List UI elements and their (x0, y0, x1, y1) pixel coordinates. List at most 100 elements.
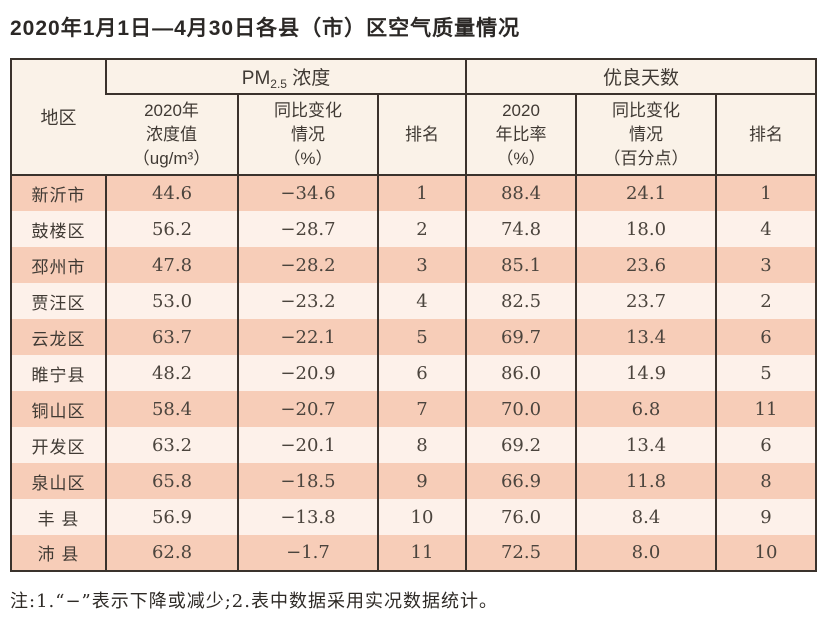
pm-label: PM (241, 67, 271, 89)
pm-value-cell: 63.2 (105, 427, 238, 463)
pm-rank-cell: 8 (377, 427, 466, 463)
column-header-pm-value: 2020年 浓度值 （ug/m³） (106, 94, 238, 176)
table-row: 沛 县 62.8 −1.7 11 72.5 8.0 10 (11, 535, 817, 571)
pm-rank-cell: 5 (377, 319, 466, 355)
region-cell: 沛 县 (37, 545, 80, 564)
pm-subscript: 2.5 (270, 76, 287, 91)
pm-value-cell: 47.8 (105, 247, 238, 283)
good-change-cell: 8.0 (575, 535, 716, 571)
pm-change-cell: −20.7 (237, 391, 378, 427)
good-ratio-cell: 85.1 (465, 247, 576, 283)
pm-change-cell: −22.1 (237, 319, 378, 355)
region-cell: 铜山区 (31, 401, 86, 421)
pm-rank-cell: 6 (377, 355, 466, 391)
column-header-good-ratio: 2020 年比率 （%） (465, 94, 576, 176)
good-rank-cell: 8 (714, 463, 817, 499)
pm-value-cell: 63.7 (105, 319, 238, 355)
pm-rank-cell: 7 (377, 391, 466, 427)
pm-value-cell: 56.2 (105, 211, 238, 247)
table-row: 丰 县 56.9 −13.8 10 76.0 8.4 9 (11, 499, 817, 535)
good-ratio-cell: 69.7 (465, 319, 576, 355)
pm-change-cell: −13.8 (237, 499, 378, 535)
air-quality-table: 地区 PM2.5 浓度 优良天数 2020年 浓度值 （ug/m³） 同比变化 … (10, 58, 818, 572)
good-rank-cell: 3 (714, 247, 817, 283)
column-header-good-rank: 排名 (714, 94, 817, 176)
table-row: 睢宁县 48.2 −20.9 6 86.0 14.9 5 (11, 355, 817, 391)
region-cell: 泉山区 (31, 473, 86, 493)
column-header-good-change: 同比变化 情况 （百分点） (575, 94, 716, 176)
table-row: 开发区 63.2 −20.1 8 69.2 13.4 6 (11, 427, 817, 463)
pm-change-cell: −28.2 (237, 247, 378, 283)
good-rank-cell: 11 (714, 391, 817, 427)
good-rank-cell: 1 (714, 175, 817, 211)
good-rank-cell: 6 (714, 427, 817, 463)
good-rank-cell: 2 (714, 283, 817, 319)
good-change-cell: 13.4 (575, 319, 716, 355)
good-change-cell: 6.8 (575, 391, 716, 427)
good-change-cell: 14.9 (575, 355, 716, 391)
good-ratio-cell: 76.0 (465, 499, 576, 535)
good-rank-cell: 6 (714, 319, 817, 355)
region-cell: 睢宁县 (31, 365, 86, 385)
pm-rank-cell: 11 (377, 535, 466, 571)
pm-value-cell: 62.8 (105, 535, 238, 571)
table-row: 铜山区 58.4 −20.7 7 70.0 6.8 11 (11, 391, 817, 427)
column-group-pm25: PM2.5 浓度 (105, 59, 466, 95)
good-rank-cell: 10 (714, 535, 817, 571)
column-header-pm-change: 同比变化 情况 （%） (237, 94, 378, 176)
pm-change-cell: −28.7 (237, 211, 378, 247)
pm-value-cell: 53.0 (105, 283, 238, 319)
good-change-cell: 23.6 (575, 247, 716, 283)
region-cell: 云龙区 (31, 329, 86, 349)
region-cell: 邳州市 (31, 257, 86, 277)
footnote: 注:1.“−”表示下降或减少;2.表中数据采用实况数据统计。 (10, 591, 498, 612)
table-row: 新沂市 44.6 −34.6 1 88.4 24.1 1 (11, 175, 817, 211)
region-cell: 鼓楼区 (31, 221, 86, 241)
good-ratio-cell: 72.5 (465, 535, 576, 571)
pm-rank-cell: 3 (377, 247, 466, 283)
good-ratio-cell: 70.0 (465, 391, 576, 427)
good-ratio-cell: 88.4 (465, 175, 576, 211)
column-header-region: 地区 (11, 59, 106, 176)
region-cell: 新沂市 (31, 186, 86, 205)
good-ratio-cell: 82.5 (465, 283, 576, 319)
good-rank-cell: 9 (714, 499, 817, 535)
good-rank-cell: 4 (714, 211, 817, 247)
pm-change-cell: −23.2 (237, 283, 378, 319)
good-change-cell: 11.8 (575, 463, 716, 499)
pm-change-cell: −18.5 (237, 463, 378, 499)
good-ratio-cell: 74.8 (465, 211, 576, 247)
pm-value-cell: 65.8 (105, 463, 238, 499)
column-group-good-days: 优良天数 (464, 59, 817, 95)
good-ratio-cell: 86.0 (465, 355, 576, 391)
pm-value-cell: 44.6 (105, 175, 238, 211)
pm-value-cell: 56.9 (105, 499, 238, 535)
region-cell: 贾汪区 (31, 293, 86, 313)
good-rank-cell: 5 (714, 355, 817, 391)
pm-change-cell: −20.1 (237, 427, 378, 463)
page-title: 2020年1月1日—4月30日各县（市）区空气质量情况 (10, 17, 521, 40)
region-cell: 丰 县 (37, 509, 80, 529)
pm-value-cell: 48.2 (105, 355, 238, 391)
header-group-row: 地区 PM2.5 浓度 优良天数 (11, 59, 817, 176)
table-row: 邳州市 47.8 −28.2 3 85.1 23.6 3 (11, 247, 817, 283)
pm-rank-cell: 10 (377, 499, 466, 535)
region-cell: 开发区 (31, 437, 86, 457)
good-ratio-cell: 66.9 (465, 463, 576, 499)
column-header-pm-rank: 排名 (377, 94, 466, 176)
pm-suffix: 浓度 (286, 67, 331, 89)
table-row: 鼓楼区 56.2 −28.7 2 74.8 18.0 4 (11, 211, 817, 247)
pm-value-cell: 58.4 (105, 391, 238, 427)
table-row: 云龙区 63.7 −22.1 5 69.7 13.4 6 (11, 319, 817, 355)
pm-change-cell: −34.6 (237, 175, 378, 211)
table-row: 贾汪区 53.0 −23.2 4 82.5 23.7 2 (11, 283, 817, 319)
table-row: 泉山区 65.8 −18.5 9 66.9 11.8 8 (11, 463, 817, 499)
pm-rank-cell: 1 (377, 175, 466, 211)
pm-change-cell: −20.9 (237, 355, 378, 391)
pm-rank-cell: 9 (377, 463, 466, 499)
good-change-cell: 8.4 (575, 499, 716, 535)
pm-change-cell: −1.7 (237, 535, 378, 571)
pm-rank-cell: 2 (377, 211, 466, 247)
good-change-cell: 13.4 (575, 427, 716, 463)
